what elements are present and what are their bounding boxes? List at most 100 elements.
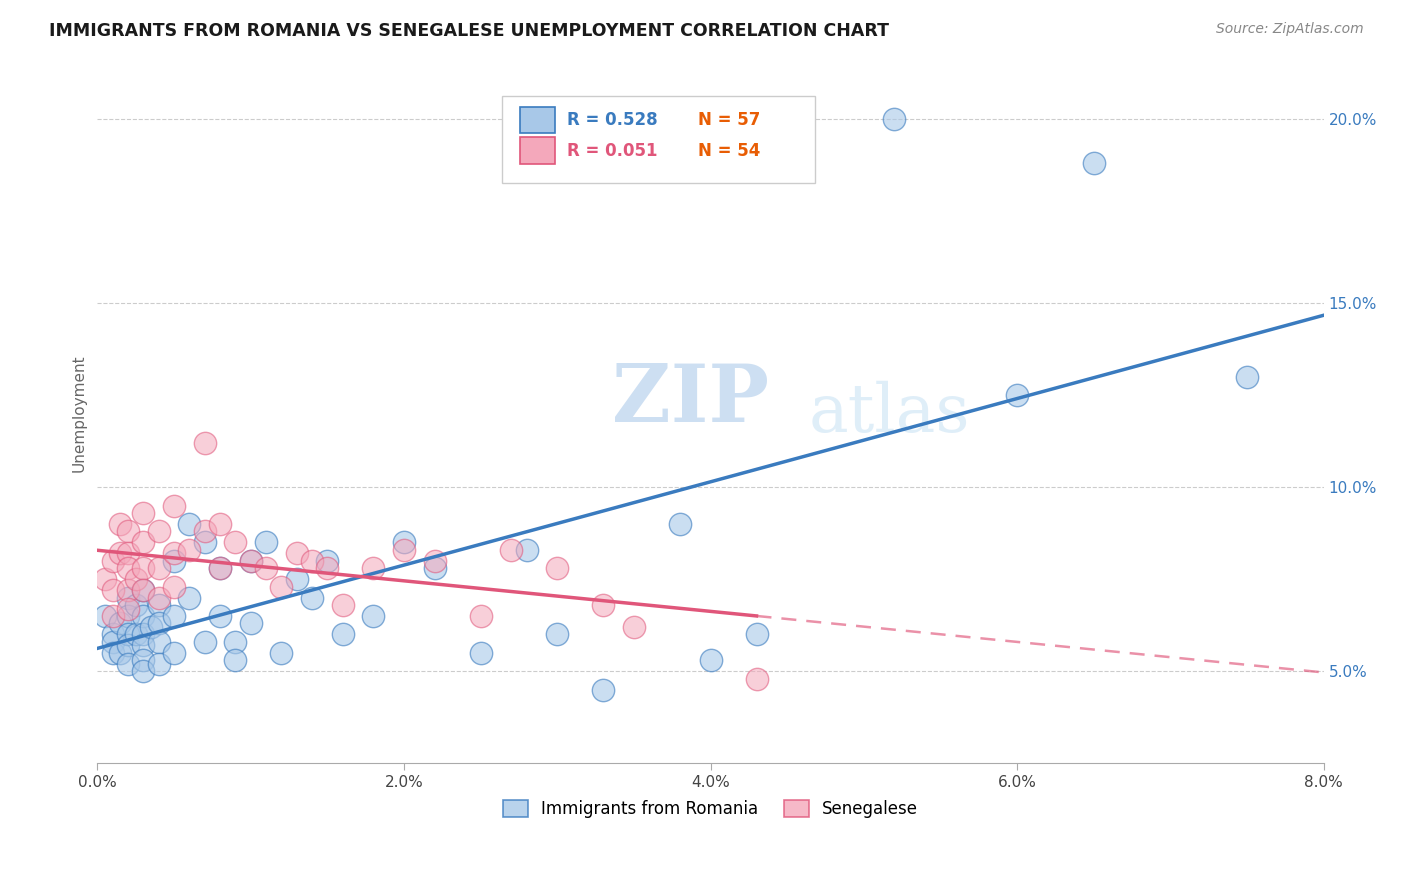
Point (117, 583, 139, 598)
Point (745, 672, 768, 686)
Point (592, 682, 614, 697)
Text: ZIP: ZIP (613, 360, 769, 439)
Point (316, 554, 339, 568)
Point (94, 609, 117, 624)
Point (132, 653, 155, 667)
Point (224, 535, 246, 549)
Point (148, 657, 170, 671)
Point (361, 561, 384, 575)
Point (132, 664, 155, 678)
Point (132, 561, 155, 575)
Point (423, 561, 446, 575)
Point (1236, 369, 1258, 384)
Point (392, 535, 415, 549)
Point (194, 436, 217, 450)
Point (332, 598, 354, 612)
Point (1083, 156, 1105, 170)
Point (163, 646, 186, 660)
Point (316, 561, 339, 575)
Point (117, 639, 139, 653)
Point (361, 609, 384, 624)
Point (208, 561, 231, 575)
Point (163, 546, 186, 560)
Point (163, 609, 186, 624)
Point (194, 634, 217, 648)
Text: atlas: atlas (808, 381, 970, 446)
Point (101, 634, 124, 648)
Text: R = 0.528: R = 0.528 (567, 111, 658, 129)
Point (239, 554, 262, 568)
Point (623, 620, 645, 634)
Point (208, 561, 231, 575)
Point (163, 580, 186, 594)
Point (254, 561, 277, 575)
FancyBboxPatch shape (502, 95, 814, 183)
Point (285, 546, 308, 560)
Y-axis label: Unemployment: Unemployment (72, 355, 86, 473)
Point (254, 535, 277, 549)
Point (239, 616, 262, 631)
Point (101, 554, 124, 568)
Point (148, 524, 170, 539)
Point (208, 609, 231, 624)
Point (239, 554, 262, 568)
Point (148, 634, 170, 648)
Point (699, 653, 721, 667)
Point (301, 591, 323, 605)
Point (501, 542, 523, 557)
Text: N = 54: N = 54 (699, 142, 761, 160)
Point (101, 583, 124, 598)
Point (423, 554, 446, 568)
Legend: Immigrants from Romania, Senegalese: Immigrants from Romania, Senegalese (496, 793, 925, 825)
Point (224, 653, 246, 667)
Point (117, 627, 139, 641)
Point (124, 627, 146, 641)
Point (132, 639, 155, 653)
Point (124, 572, 146, 586)
Point (139, 620, 162, 634)
Point (883, 112, 905, 127)
Point (110, 646, 132, 660)
Point (117, 561, 139, 575)
Point (148, 598, 170, 612)
Point (101, 609, 124, 624)
Point (224, 634, 246, 648)
Point (124, 598, 146, 612)
Point (546, 627, 568, 641)
Point (132, 506, 155, 520)
Point (117, 524, 139, 539)
Point (392, 542, 415, 557)
Point (117, 546, 139, 560)
Point (470, 609, 492, 624)
Point (745, 627, 768, 641)
Point (132, 583, 155, 598)
Point (148, 561, 170, 575)
Text: Source: ZipAtlas.com: Source: ZipAtlas.com (1216, 22, 1364, 37)
Point (179, 516, 201, 531)
Point (208, 516, 231, 531)
Text: N = 57: N = 57 (699, 111, 761, 129)
Point (117, 609, 139, 624)
Text: R = 0.051: R = 0.051 (567, 142, 658, 160)
Point (132, 583, 155, 598)
Point (101, 646, 124, 660)
Text: IMMIGRANTS FROM ROMANIA VS SENEGALESE UNEMPLOYMENT CORRELATION CHART: IMMIGRANTS FROM ROMANIA VS SENEGALESE UN… (49, 22, 889, 40)
Point (301, 554, 323, 568)
Point (101, 627, 124, 641)
Point (669, 516, 692, 531)
Point (132, 535, 155, 549)
Point (546, 561, 568, 575)
Point (270, 646, 292, 660)
Point (132, 627, 155, 641)
Point (117, 657, 139, 671)
Point (285, 572, 308, 586)
Point (117, 601, 139, 615)
Point (117, 591, 139, 605)
Point (163, 554, 186, 568)
Point (110, 546, 132, 560)
FancyBboxPatch shape (520, 107, 555, 133)
Point (470, 646, 492, 660)
Point (194, 535, 217, 549)
Point (163, 499, 186, 513)
FancyBboxPatch shape (520, 137, 555, 164)
